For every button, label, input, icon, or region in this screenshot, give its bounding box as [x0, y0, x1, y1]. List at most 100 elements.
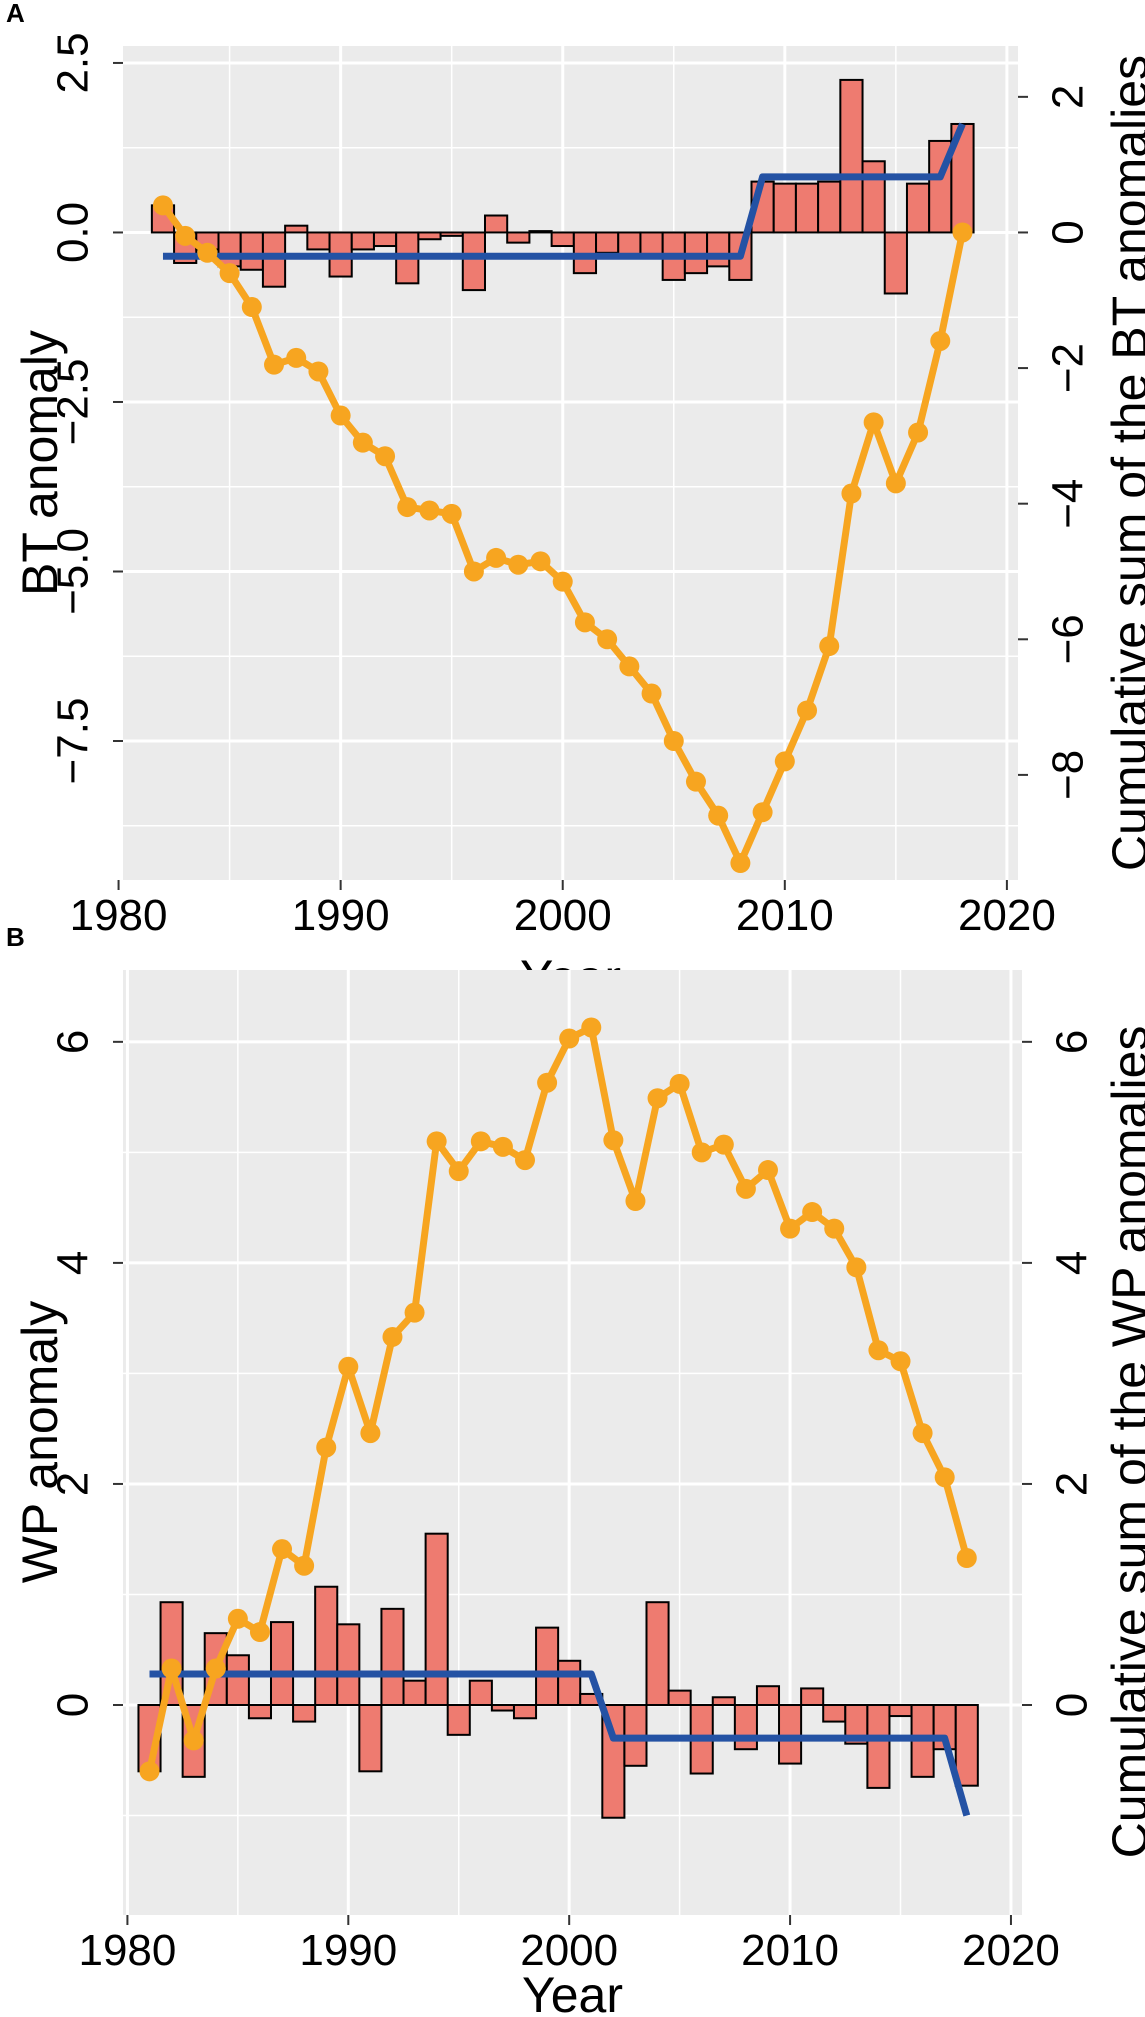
cumulative-sum-point: [294, 1555, 315, 1576]
cumulative-sum-point: [956, 1548, 977, 1568]
anomaly-bar: [639, 231, 664, 258]
cumulative-sum-point: [463, 561, 484, 582]
cumulative-sum-point: [552, 571, 573, 592]
cumulative-sum-point: [774, 751, 795, 772]
anomaly-bar: [306, 231, 331, 251]
y-tick-label: 2.5: [49, 32, 98, 93]
y2-tick-label: −8: [1044, 750, 1093, 800]
cumulative-sum-point: [641, 683, 662, 704]
cumulative-sum-point: [691, 1142, 712, 1163]
cumulative-sum-point: [205, 1658, 226, 1679]
x-tick-label: 1990: [292, 891, 390, 940]
cumulative-sum-point: [735, 1178, 756, 1199]
cumulative-sum-point: [360, 1423, 381, 1444]
anomaly-bar: [528, 230, 553, 234]
panel-a: A 1980 1990 2000 2010 2020 2.5 0.0 −2.5 −5.0 −7.5…: [6, 0, 1145, 1006]
cumulative-sum-point: [441, 503, 462, 524]
cumulative-sum-point: [152, 195, 173, 216]
panel-b-x-axis-title: Year: [522, 1967, 623, 2017]
y-tick-label: 6: [49, 1030, 98, 1054]
cumulative-sum-point: [713, 1134, 734, 1155]
y2-tick-label: 4: [1048, 1251, 1097, 1275]
anomaly-bar: [954, 1704, 979, 1787]
cumulative-sum-point: [241, 297, 262, 318]
y2-tick-label: 0: [1048, 1693, 1097, 1717]
y2-tick-label: −4: [1044, 479, 1093, 529]
y2-tick-label: 0: [1044, 220, 1093, 244]
cumulative-sum-point: [625, 1191, 646, 1211]
x-tick-label: 2020: [962, 1926, 1060, 1975]
x-tick-label: 2020: [958, 891, 1056, 940]
cumulative-sum-point: [161, 1658, 182, 1679]
cumulative-sum-point: [375, 446, 396, 467]
cumulative-sum-point: [448, 1161, 469, 1182]
anomaly-bar: [557, 1659, 582, 1706]
anomaly-bar: [402, 1679, 427, 1706]
anomaly-bar: [439, 231, 464, 237]
cumulative-sum-point: [868, 1340, 889, 1361]
cumulative-sum-point: [890, 1351, 911, 1372]
cumulative-sum-point: [486, 547, 507, 568]
anomaly-bar: [461, 231, 486, 292]
cumulative-sum-point: [559, 1028, 580, 1049]
cumulative-sum-point: [139, 1761, 160, 1782]
cumulative-sum-point: [669, 1073, 690, 1094]
cumulative-sum-point: [708, 805, 729, 826]
cumulative-sum-point: [537, 1072, 558, 1093]
anomaly-bar: [372, 231, 398, 248]
regime-mean-line: [149, 1670, 971, 1817]
anomaly-bar: [350, 231, 375, 251]
panel-b-y2-axis-title: Cumulative sum of the WP anomalies: [1102, 1026, 1145, 1859]
y-tick-label: 2: [49, 1472, 98, 1496]
anomaly-bar: [706, 231, 731, 268]
cumulative-sum-point: [685, 771, 706, 792]
anomaly-bar: [358, 1704, 383, 1773]
anomaly-bar: [861, 160, 886, 234]
anomaly-bar: [239, 231, 264, 271]
x-tick-label: 2000: [520, 1926, 618, 1975]
cumulative-sum-point: [330, 405, 351, 426]
cumulative-sum-point: [647, 1088, 668, 1109]
cumulative-sum-point: [286, 347, 307, 368]
x-tick-label: 1990: [299, 1926, 397, 1975]
anomaly-bar: [225, 1654, 250, 1707]
cumulative-sum-point: [603, 1130, 624, 1151]
anomaly-bar: [617, 231, 642, 258]
cumulative-sum-point: [663, 731, 684, 751]
anomaly-bar: [314, 1585, 339, 1706]
anomaly-bar: [506, 231, 531, 244]
cumulative-sum-point: [530, 551, 551, 572]
cumulative-sum-point: [183, 1730, 204, 1751]
anomaly-bar: [866, 1704, 891, 1789]
cumulative-sum-point: [508, 554, 529, 575]
anomaly-bar: [817, 180, 842, 234]
anomaly-bar: [645, 1601, 670, 1707]
anomaly-bar: [535, 1626, 560, 1707]
cumulative-sum-point: [908, 422, 929, 443]
anomaly-bar: [667, 1689, 692, 1707]
cumulative-sum-point: [846, 1257, 867, 1278]
y2-tick-label: 2: [1044, 85, 1093, 109]
anomaly-bar: [800, 1687, 825, 1706]
y2-tick-label: −6: [1044, 614, 1093, 664]
anomaly-bar: [247, 1704, 272, 1720]
anomaly-bar: [822, 1704, 847, 1723]
anomaly-bar: [772, 182, 797, 234]
anomaly-bar: [284, 224, 309, 234]
panel-a-tag: A: [6, 0, 25, 28]
cumulative-sum-point: [780, 1218, 801, 1239]
anomaly-bar: [269, 1621, 295, 1706]
cumulative-sum-point: [338, 1356, 359, 1377]
cumulative-sum-point: [426, 1131, 447, 1152]
anomaly-bar: [217, 231, 242, 268]
cumulative-sum-point: [581, 1017, 602, 1038]
panel-a-y2-axis-title: Cumulative sum of the BT anomalies: [1102, 55, 1145, 871]
cumulative-sum-point: [308, 361, 329, 382]
anomaly-bar: [292, 1704, 317, 1723]
cumulative-sum-point: [382, 1326, 403, 1347]
cumulative-sum-point: [175, 225, 196, 246]
cumulative-sum-point: [730, 853, 751, 874]
cumulative-sum-point: [797, 700, 818, 721]
anomaly-bar: [483, 214, 509, 234]
